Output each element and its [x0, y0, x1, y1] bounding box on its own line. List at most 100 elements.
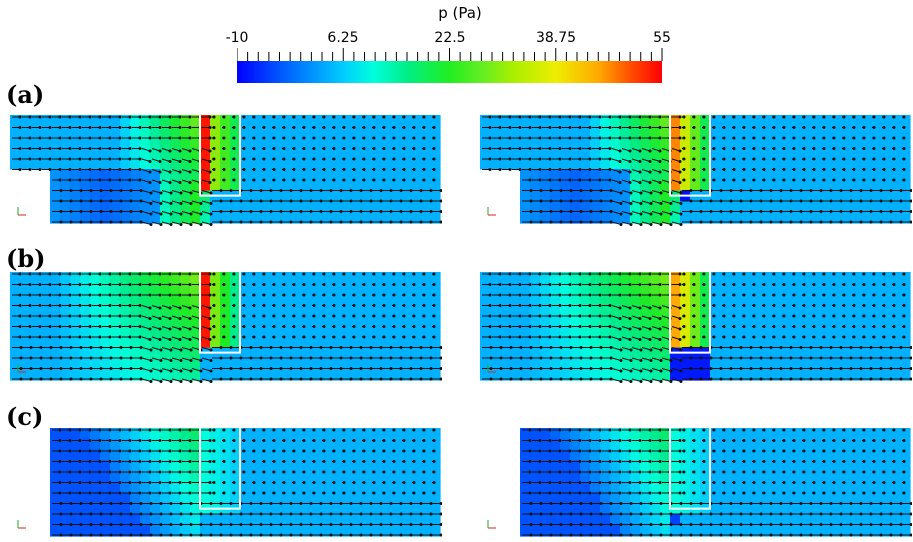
- velocity-arrow-head: [312, 115, 316, 119]
- velocity-arrow-head: [289, 356, 293, 360]
- velocity-arrow-head: [148, 338, 152, 341]
- velocity-arrow-head: [762, 283, 766, 286]
- velocity-arrow-head: [99, 189, 103, 192]
- velocity-arrow-head: [569, 210, 573, 213]
- velocity-arrow: [151, 378, 162, 382]
- velocity-arrow-head: [309, 210, 313, 213]
- velocity-arrow-head: [812, 157, 816, 161]
- field-cell: [50, 369, 61, 381]
- field-cell: [700, 115, 711, 127]
- velocity-arrow-head: [118, 178, 122, 182]
- field-cell: [620, 282, 631, 295]
- field-cell: [360, 293, 371, 305]
- field-cell: [710, 147, 721, 159]
- velocity-arrow-head: [252, 304, 256, 307]
- velocity-arrow-head: [759, 199, 763, 203]
- field-cell: [430, 369, 441, 381]
- field-cell: [290, 125, 301, 138]
- field-cell: [270, 169, 281, 181]
- field-cell: [380, 179, 391, 192]
- velocity-arrow-head: [419, 189, 423, 192]
- velocity-arrow-head: [128, 283, 132, 286]
- field-cell: [840, 272, 851, 284]
- field-cell: [560, 147, 571, 159]
- field-cell: [180, 201, 191, 213]
- velocity-arrow-head: [549, 189, 553, 192]
- velocity-arrow-head: [329, 367, 333, 370]
- field-cell: [140, 190, 151, 202]
- field-cell: [620, 169, 631, 181]
- field-cell: [200, 136, 211, 148]
- velocity-arrow-head: [159, 359, 163, 362]
- field-cell: [740, 304, 751, 316]
- velocity-arrow-head: [518, 304, 522, 307]
- velocity-arrow-head: [829, 210, 833, 213]
- field-cell: [210, 179, 221, 192]
- velocity-arrow-head: [869, 189, 873, 192]
- field-cell: [710, 315, 721, 327]
- field-cell: [630, 125, 641, 138]
- velocity-arrow-head: [618, 293, 622, 297]
- field-cell: [870, 201, 881, 213]
- field-cell: [840, 169, 851, 181]
- field-cell: [760, 125, 771, 138]
- velocity-arrow-head: [389, 220, 393, 224]
- field-cell: [830, 158, 841, 170]
- velocity-arrow-head: [39, 377, 43, 381]
- velocity-arrow-head: [222, 147, 226, 150]
- field-cell: [170, 190, 181, 202]
- velocity-arrow-head: [222, 272, 226, 276]
- velocity-arrow-head: [648, 136, 652, 140]
- velocity-arrow-head: [108, 136, 112, 140]
- velocity-arrow-head: [682, 168, 686, 171]
- velocity-arrow-head: [882, 293, 886, 297]
- velocity-arrow-head: [242, 126, 246, 129]
- velocity-arrow-head: [19, 346, 23, 349]
- velocity-arrow-head: [392, 272, 396, 276]
- field-cell: [90, 304, 101, 316]
- field-cell: [900, 125, 911, 138]
- field-cell: [820, 158, 831, 170]
- velocity-arrow-head: [212, 136, 216, 140]
- field-cell: [820, 179, 831, 192]
- velocity-arrow-head: [508, 136, 512, 140]
- field-cell: [130, 201, 141, 213]
- velocity-arrow-head: [892, 178, 896, 182]
- field-cell: [410, 136, 421, 148]
- field-cell: [790, 358, 801, 370]
- velocity-arrow-head: [692, 293, 696, 297]
- velocity-arrow-head: [559, 189, 563, 192]
- velocity-arrow-head: [99, 377, 103, 381]
- velocity-arrow-head: [702, 314, 706, 318]
- field-cell: [340, 201, 351, 213]
- velocity-arrow-head: [879, 199, 883, 203]
- velocity-arrow-head: [802, 157, 806, 161]
- velocity-arrow-head: [789, 189, 793, 192]
- field-cell: [720, 358, 731, 370]
- velocity-arrow-head: [329, 220, 333, 224]
- field-cell: [100, 212, 111, 224]
- velocity-arrow-head: [678, 126, 682, 129]
- velocity-arrow-head: [432, 157, 436, 161]
- velocity-arrow-head: [209, 202, 213, 205]
- velocity-arrow-head: [279, 377, 283, 381]
- velocity-arrow-head: [638, 170, 642, 174]
- field-cell: [590, 201, 601, 213]
- field-cell: [780, 136, 791, 148]
- field-cell: [550, 282, 561, 295]
- velocity-arrow: [171, 368, 182, 372]
- field-cell: [140, 158, 151, 170]
- field-cell: [290, 347, 301, 359]
- velocity-arrow-head: [772, 178, 776, 182]
- velocity-arrow-head: [722, 115, 726, 119]
- field-cell: [100, 304, 111, 316]
- velocity-arrow-head: [242, 147, 246, 150]
- velocity-arrow-head: [518, 157, 522, 161]
- field-cell: [170, 272, 181, 284]
- velocity-arrow-head: [902, 126, 906, 129]
- velocity-arrow-head: [312, 325, 316, 328]
- field-cell: [390, 272, 401, 284]
- velocity-arrow-head: [332, 157, 336, 161]
- field-cell: [140, 272, 151, 284]
- field-cell: [900, 336, 911, 349]
